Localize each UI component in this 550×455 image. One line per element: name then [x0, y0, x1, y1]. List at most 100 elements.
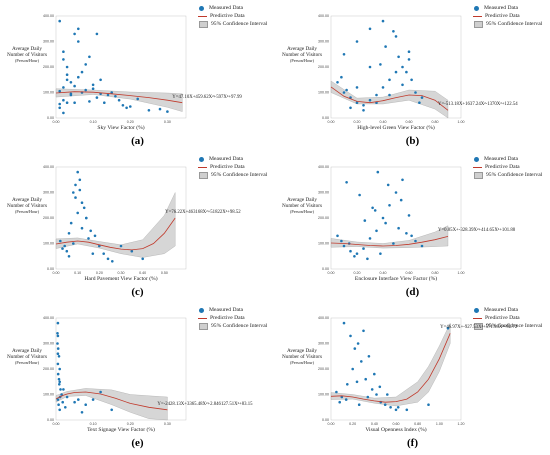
legend-label-measured: Measured Data — [209, 307, 244, 313]
data-point — [397, 55, 400, 59]
data-point — [414, 239, 417, 243]
x-tick-label: 0.50 — [161, 271, 168, 275]
legend-label-predictive: Predictive Data — [485, 315, 520, 321]
legend-item-measured: Measured Data — [473, 306, 542, 314]
data-point — [353, 255, 356, 258]
data-point — [80, 70, 84, 74]
data-point — [76, 170, 79, 174]
data-point — [117, 98, 121, 102]
x-tick-label: 0.20 — [354, 271, 361, 275]
x-tick-label: 0.30 — [118, 271, 125, 275]
data-point — [384, 221, 387, 225]
data-point — [58, 367, 61, 371]
y-tick-label: 300.00 — [43, 342, 54, 346]
x-tick-label: 1.00 — [436, 422, 443, 426]
data-point — [87, 237, 90, 240]
y-tick-label: 400.00 — [318, 14, 329, 18]
data-point — [72, 242, 75, 245]
y-tick-label: 200.00 — [43, 65, 54, 69]
data-point — [129, 105, 132, 108]
y-tick-label: 300.00 — [318, 191, 329, 195]
y-tick-label: 300.00 — [43, 191, 54, 195]
legend-swatch-predictive — [198, 15, 207, 17]
data-point — [386, 183, 390, 187]
legend-label-predictive: Predictive Data — [485, 164, 520, 170]
data-point — [386, 393, 389, 396]
data-point — [427, 403, 430, 406]
chart-panel: 0.00 100.00 200.00 300.00 400.00 0.00 0.10 0.20… — [0, 0, 275, 151]
legend-label-ci: 95% Confidence Interval — [211, 172, 268, 178]
y-axis-label-line3: (Person/Hour) — [290, 209, 314, 214]
legend-swatch-predictive — [473, 15, 482, 17]
legend-label-measured: Measured Data — [484, 156, 519, 162]
data-point — [103, 101, 106, 104]
data-point — [65, 101, 69, 104]
data-point — [102, 252, 105, 255]
data-point — [60, 393, 63, 396]
data-point — [346, 383, 349, 386]
data-point — [56, 334, 60, 338]
chart-panel: 0.00 100.00 200.00 300.00 400.00 0.00 0.10 0.20… — [0, 151, 275, 302]
x-tick-label: 0.10 — [90, 422, 97, 426]
y-tick-label: 300.00 — [318, 40, 329, 44]
x-tick-label: 0.60 — [406, 271, 413, 275]
data-point — [384, 45, 387, 48]
legend-item-predictive: Predictive Data — [198, 163, 267, 171]
data-point — [78, 188, 82, 192]
y-axis-label-line3: (Person/Hour) — [15, 209, 39, 214]
legend-swatch-ci — [199, 322, 208, 330]
data-point — [367, 355, 371, 358]
data-point — [389, 406, 392, 409]
data-point — [76, 211, 79, 215]
y-axis-label-line1: Average Daily — [286, 46, 317, 52]
chart-svg: 0.00 100.00 200.00 300.00 400.00 0.00 0.20 0.40… — [318, 316, 465, 426]
data-point — [336, 81, 339, 84]
y-tick-label: 400.00 — [43, 165, 54, 169]
data-point — [340, 75, 343, 79]
legend-label-ci: 95% Confidence Interval — [486, 21, 543, 27]
x-tick-label: 0.00 — [328, 422, 335, 426]
data-point — [111, 260, 114, 263]
data-point — [388, 78, 391, 82]
x-axis-label: Enclosure Interface View Factor (%) — [354, 276, 438, 282]
y-tick-label: 200.00 — [318, 65, 329, 69]
y-axis-label-line2: Number of Visitors — [282, 203, 322, 209]
y-axis-label-line2: Number of Visitors — [7, 52, 47, 58]
legend-swatch-ci — [199, 20, 208, 28]
data-point — [394, 191, 398, 194]
data-point — [340, 239, 343, 243]
data-point — [375, 393, 378, 396]
y-tick-label: 0.00 — [322, 267, 329, 271]
data-point — [62, 86, 65, 89]
data-point — [56, 321, 60, 325]
legend-item-predictive: Predictive Data — [198, 12, 267, 20]
data-point — [353, 347, 357, 350]
y-axis-label: Average Daily Number of Visitors (Person/H… — [277, 46, 327, 64]
data-point — [65, 78, 69, 82]
data-point — [77, 40, 80, 43]
data-point — [59, 388, 62, 391]
y-tick-label: 100.00 — [43, 242, 54, 246]
data-point — [69, 221, 73, 225]
x-tick-label: 0.10 — [74, 271, 81, 275]
data-point — [394, 408, 398, 412]
legend-item-ci: 95% Confidence Interval — [473, 322, 542, 330]
data-point — [78, 178, 82, 182]
data-point — [378, 385, 382, 389]
legend-swatch-measured — [474, 5, 479, 11]
regression-equation: Y=76.22X+463168X²+51822X³+98.52 — [165, 210, 241, 215]
data-point — [64, 406, 67, 409]
data-point — [73, 32, 76, 36]
y-tick-label: 100.00 — [318, 242, 329, 246]
data-point — [342, 91, 346, 94]
data-point — [357, 403, 361, 406]
data-point — [56, 362, 60, 366]
x-tick-label: 0.10 — [90, 120, 97, 124]
data-point — [401, 178, 404, 182]
legend-item-predictive: Predictive Data — [473, 12, 542, 20]
data-point — [349, 334, 352, 338]
legend-swatch-predictive — [198, 317, 207, 319]
data-point — [110, 408, 113, 412]
legend-label-ci: 95% Confidence Interval — [486, 323, 543, 329]
data-point — [74, 183, 77, 187]
